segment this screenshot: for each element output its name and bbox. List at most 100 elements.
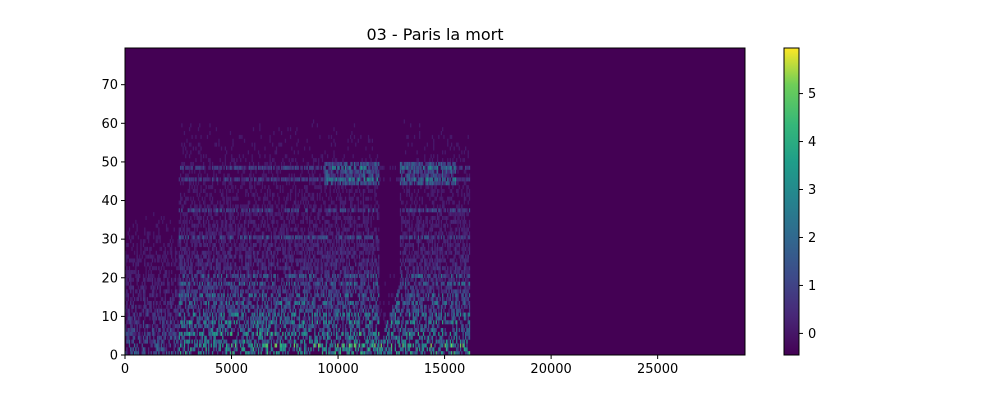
heatmap-cell [171,300,173,305]
heatmap-cell [314,343,316,348]
heatmap-cell [297,293,299,298]
heatmap-cell [192,277,195,282]
heatmap-cell [264,270,266,275]
heatmap-cell [288,277,290,282]
heatmap-cell [349,277,352,282]
heatmap-cell [168,331,170,336]
heatmap-cell [275,150,278,155]
heatmap-cell [148,331,150,336]
heatmap-cell [256,181,258,186]
heatmap-cell [208,254,210,259]
heatmap-cell [307,169,310,174]
heatmap-cell [302,177,304,182]
heatmap-cell [364,300,366,305]
heatmap-cell [245,351,247,356]
heatmap-cell [346,320,348,325]
heatmap-cell [178,331,180,336]
heatmap-cell [167,250,169,255]
heatmap-cell [316,270,319,275]
heatmap-cell [278,289,280,294]
heatmap-cell [361,181,363,186]
heatmap-cell [277,235,279,240]
heatmap-cell [287,231,289,236]
heatmap-cell [280,304,283,309]
heatmap-cell [265,320,267,325]
heatmap-cell [364,297,366,302]
heatmap-cell [204,223,206,228]
heatmap-cell [131,304,133,309]
heatmap-cell [311,196,313,201]
heatmap-cell [306,215,308,221]
heatmap-cell [259,312,261,317]
heatmap-cell [314,293,316,298]
heatmap-cell [278,246,280,251]
heatmap-cell [214,270,216,275]
heatmap-cell [215,331,218,336]
heatmap-cell [287,300,289,305]
heatmap-cell [292,304,294,309]
heatmap-cell [296,273,298,278]
heatmap-cell [348,277,350,282]
heatmap-cell [173,320,175,325]
heatmap-cell [188,266,191,271]
heatmap-cell [356,339,358,344]
heatmap-cell [182,308,184,313]
heatmap-cell [201,165,203,170]
heatmap-cell [213,335,215,340]
heatmap-cell [154,285,156,290]
chart-title: 03 - Paris la mort [366,25,503,44]
heatmap-cell [291,239,293,244]
heatmap-cell [358,165,361,170]
heatmap-cell [131,320,133,325]
heatmap-cell [222,270,224,275]
heatmap-cell [182,146,184,151]
heatmap-cell [300,173,302,178]
heatmap-cell [320,258,322,263]
heatmap-cell [342,316,344,321]
heatmap-cell [310,177,312,182]
heatmap-cell [330,165,333,170]
heatmap-cell [133,327,136,333]
heatmap-cell [319,192,321,197]
heatmap-cell [274,273,276,278]
heatmap-cell [171,250,173,255]
heatmap-cell [295,165,297,170]
heatmap-cell [192,235,195,240]
heatmap-cell [252,335,255,340]
heatmap-cell [154,281,156,286]
heatmap-cell [320,273,322,278]
heatmap-cell [135,270,137,275]
heatmap-cell [307,308,310,313]
heatmap-cell [240,185,242,190]
heatmap-cell [352,246,354,251]
heatmap-cell [150,308,152,313]
heatmap-cell [219,235,221,240]
heatmap-cell [227,185,229,190]
heatmap-cell [282,185,284,190]
heatmap-cell [137,270,140,275]
heatmap-cell [257,177,260,182]
heatmap-cell [247,316,249,321]
heatmap-cell [346,316,348,321]
heatmap-cell [199,270,201,275]
heatmap-cell [169,297,172,302]
heatmap-cell [179,281,182,286]
heatmap-cell [339,196,342,201]
heatmap-cell [250,173,252,178]
heatmap-cell [264,165,266,170]
heatmap-cell [213,316,215,321]
heatmap-cell [347,227,349,232]
heatmap-cell [234,297,237,302]
heatmap-cell [351,293,353,298]
heatmap-cell [284,235,287,240]
heatmap-cell [217,219,219,224]
heatmap-cell [362,273,365,278]
heatmap-cell [208,281,210,286]
heatmap-cell [300,235,302,240]
heatmap-cell [306,297,308,302]
heatmap-cell [255,339,257,344]
heatmap-cell [199,308,201,313]
heatmap-cell [286,165,288,170]
heatmap-cell [324,347,326,352]
heatmap-cell [295,312,297,317]
